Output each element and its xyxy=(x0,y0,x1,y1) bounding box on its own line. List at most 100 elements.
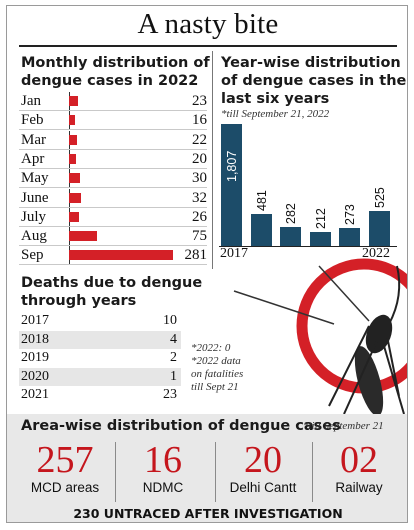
area-separator xyxy=(215,442,216,502)
monthly-row-divider xyxy=(19,264,207,266)
area-number: 02 xyxy=(340,439,378,481)
monthly-label: July xyxy=(21,208,47,225)
deaths-count: 10 xyxy=(163,313,177,328)
monthly-bar xyxy=(69,115,75,126)
monthly-label: June xyxy=(21,189,49,206)
monthly-row-apr: Apr 20 xyxy=(19,149,207,168)
area-separator xyxy=(115,442,116,502)
deaths-year: 2020 xyxy=(21,368,49,384)
monthly-bar xyxy=(69,231,97,242)
yearwise-bar-2022 xyxy=(368,210,390,246)
monthly-row-divider xyxy=(19,167,207,169)
monthly-row-june: June 32 xyxy=(19,188,207,207)
monthly-bar xyxy=(69,153,77,164)
monthly-bar xyxy=(69,134,78,145)
deaths-note-2: *2022 data xyxy=(191,355,241,367)
monthly-value-label: 23 xyxy=(192,93,207,109)
monthly-value-label: 32 xyxy=(192,189,207,206)
monthly-value-label: 30 xyxy=(192,170,207,187)
deaths-note-1: *2022: 0 xyxy=(191,342,231,354)
area-item-railway: 02 Railway xyxy=(313,440,405,496)
monthly-value-label: 26 xyxy=(192,208,207,225)
deaths-year: 2017 xyxy=(21,313,49,328)
monthly-bar xyxy=(69,192,81,203)
monthly-value-label: 75 xyxy=(192,228,207,245)
monthly-row-divider xyxy=(19,245,207,247)
yearwise-title-line1: Year-wise distribution xyxy=(221,55,401,71)
yearwise-bar-2019 xyxy=(280,226,301,246)
monthly-label: Sep xyxy=(21,247,44,264)
mosquito-illustration xyxy=(233,258,407,414)
deaths-row-2019: 2019 2 xyxy=(19,349,181,367)
deaths-note-3: on fatalities xyxy=(191,368,244,380)
mosquito-antenna xyxy=(318,265,370,322)
deaths-row-2020: 2020 1 xyxy=(19,367,181,386)
deaths-year: 2019 xyxy=(21,350,49,366)
deaths-row-2018: 2018 4 xyxy=(19,330,181,349)
yearwise-first-year-label: 2017 xyxy=(220,246,248,261)
area-item-delhi-cantt: 20 Delhi Cantt xyxy=(217,440,309,496)
deaths-title-line1: Deaths due to dengue xyxy=(21,275,203,291)
infographic-frame: A nasty bite Monthly distribution of den… xyxy=(6,5,408,523)
deaths-year: 2018 xyxy=(21,331,49,347)
area-item-mcd: 257 MCD areas xyxy=(19,440,111,496)
yearwise-bar-2021 xyxy=(339,227,360,246)
area-number: 20 xyxy=(244,439,282,481)
yearwise-title: Year-wise distribution of dengue cases i… xyxy=(221,54,406,108)
monthly-row-sep: Sep 281 xyxy=(19,246,208,265)
mosquito-proboscis xyxy=(233,290,335,325)
mosquito-leg-upper xyxy=(388,265,401,325)
deaths-year: 2021 xyxy=(21,387,49,403)
yearwise-value-label: 1,807 xyxy=(225,150,239,182)
deaths-note-4: till Sept 21 xyxy=(191,381,239,393)
deaths-count: 23 xyxy=(163,387,177,403)
deaths-row-2021: 2021 23 xyxy=(19,386,181,404)
area-name: NDMC xyxy=(142,480,184,495)
mosquito-thorax xyxy=(365,314,393,354)
monthly-row-divider xyxy=(19,129,207,131)
monthly-bar xyxy=(69,250,173,261)
monthly-title-line1: Monthly distribution of xyxy=(21,55,210,71)
yearwise-bar-2020 xyxy=(309,231,331,246)
monthly-title-line2: dengue cases in 2022 xyxy=(21,73,199,89)
monthly-label: Feb xyxy=(21,112,44,129)
yearwise-value-label: 525 xyxy=(372,186,387,208)
monthly-value-label: 281 xyxy=(184,247,208,264)
area-item-ndmc: 16 NDMC xyxy=(117,440,209,496)
monthly-row-may: May 30 xyxy=(19,169,207,188)
monthly-row-divider xyxy=(19,187,207,189)
monthly-row-divider xyxy=(19,225,207,227)
monthly-value-label: 16 xyxy=(192,112,207,129)
title-rule xyxy=(19,45,397,47)
area-number: 16 xyxy=(144,439,182,481)
monthly-row-aug: Aug 75 xyxy=(19,227,207,246)
monthly-row-july: July 26 xyxy=(19,207,207,226)
monthly-value-label: 20 xyxy=(192,150,207,167)
area-name: MCD areas xyxy=(30,480,100,495)
mosquito-legs xyxy=(328,325,405,414)
untraced-footer: 230 UNTRACED AFTER INVESTIGATION xyxy=(73,506,343,521)
yearwise-bar-2017 xyxy=(221,124,242,246)
area-separator xyxy=(312,442,313,502)
monthly-bar xyxy=(69,173,81,184)
area-note: *till September 21 xyxy=(303,420,384,432)
yearwise-title-line2: of dengue cases in the xyxy=(221,73,407,89)
mosquito-abdomen xyxy=(354,346,384,414)
monthly-row-divider xyxy=(19,110,207,111)
yearwise-baseline xyxy=(219,246,397,247)
deaths-notes: *2022: 0 *2022 data on fatalities till S… xyxy=(191,342,243,394)
monthly-value-label: 22 xyxy=(192,131,207,148)
monthly-bar xyxy=(69,211,79,222)
monthly-row-jan: Jan 23 xyxy=(19,92,207,110)
monthly-title: Monthly distribution of dengue cases in … xyxy=(21,54,210,90)
monthly-row-divider xyxy=(19,148,207,150)
area-name: Delhi Cantt xyxy=(229,480,297,495)
area-name: Railway xyxy=(335,480,383,495)
deaths-title-line2: through years xyxy=(21,293,137,309)
area-title: Area-wise distribution of dengue cases xyxy=(21,418,341,434)
deaths-count: 4 xyxy=(170,331,177,347)
monthly-bar xyxy=(69,96,78,106)
monthly-label: Jan xyxy=(21,93,41,109)
yearwise-title-line3: last six years xyxy=(221,91,330,107)
deaths-count: 2 xyxy=(170,350,177,366)
